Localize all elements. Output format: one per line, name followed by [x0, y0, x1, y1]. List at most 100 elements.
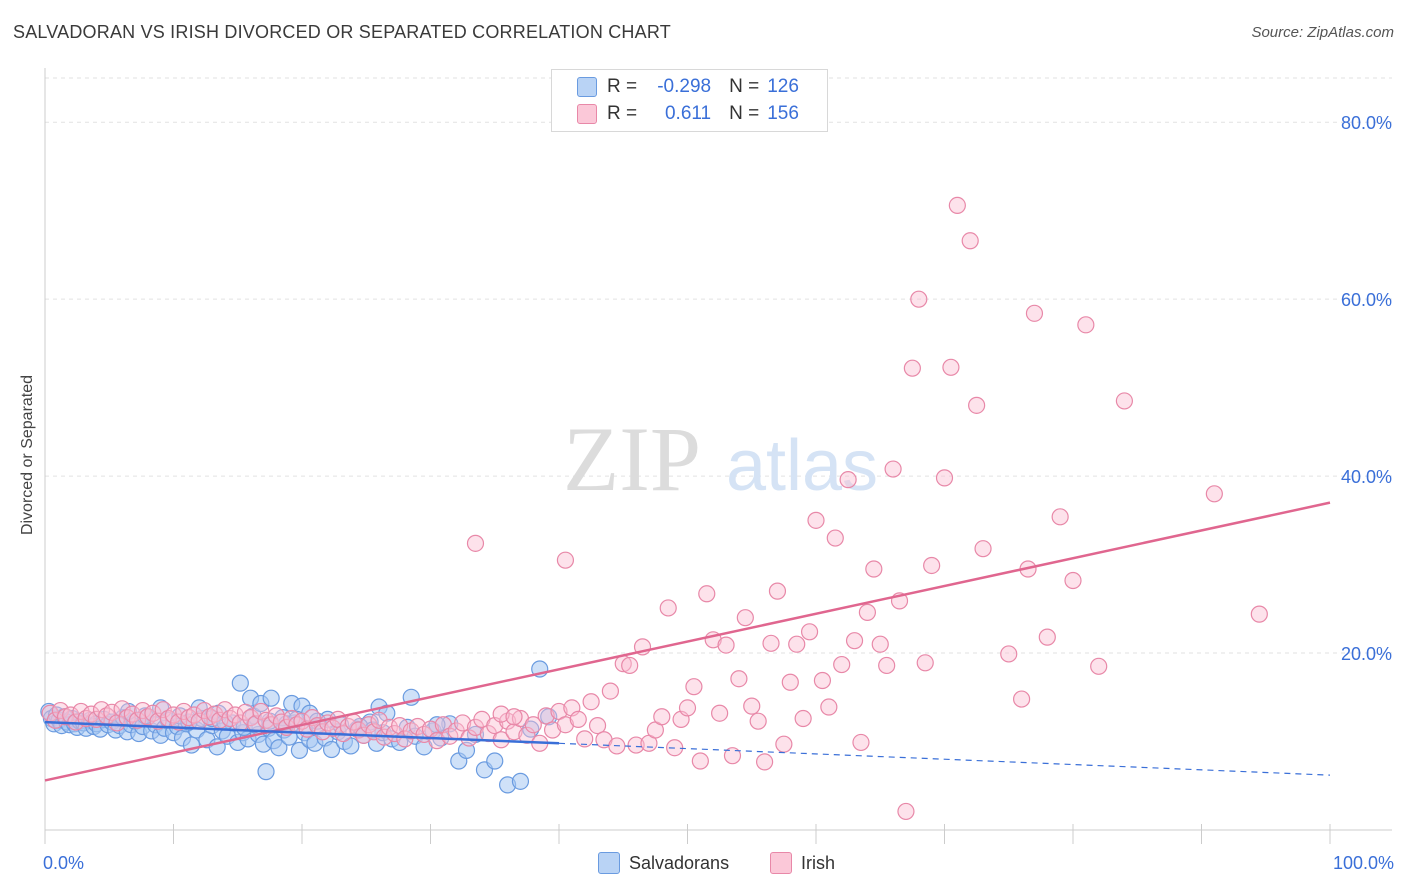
- irish-point: [524, 716, 542, 734]
- irish-point: [833, 655, 851, 674]
- irish-point: [128, 711, 147, 729]
- salvadoran-point: [231, 674, 249, 692]
- irish-point: [736, 609, 754, 627]
- irish-point: [1250, 605, 1268, 623]
- irish-point: [601, 682, 620, 700]
- irish-point: [518, 726, 536, 744]
- salvadorans-trend-line: [44, 720, 560, 745]
- irish-point: [723, 747, 742, 765]
- irish-point: [698, 585, 716, 603]
- legend-row-salvadorans: R = -0.298 N = 126: [577, 76, 799, 98]
- irish-point: [755, 753, 774, 771]
- stats-legend: R = -0.298 N = 126 R = 0.611 N = 156: [551, 69, 828, 132]
- irish-point: [768, 582, 787, 600]
- irish-point: [968, 396, 986, 414]
- irish-point: [659, 599, 677, 617]
- irish-point: [1025, 304, 1044, 322]
- irish-point: [788, 635, 806, 653]
- irish-point: [454, 714, 472, 732]
- irish-point: [252, 702, 270, 721]
- irish-point: [170, 713, 188, 731]
- irish-r-value: 0.611: [664, 103, 712, 124]
- irish-points: [41, 196, 1268, 821]
- irish-point: [154, 701, 172, 719]
- salvadorans-r-value: -0.298: [657, 76, 712, 97]
- salvadoran-point: [262, 689, 280, 707]
- irish-point: [428, 732, 446, 750]
- irish-point: [820, 698, 838, 716]
- irish-point: [903, 359, 921, 377]
- irish-point: [717, 636, 735, 654]
- salvadorans-swatch: [577, 77, 597, 97]
- irish-point: [897, 802, 915, 821]
- irish-point: [961, 232, 979, 250]
- irish-point: [762, 634, 780, 652]
- salvadoran-point: [322, 740, 341, 759]
- irish-point: [1090, 657, 1108, 675]
- irish-point: [910, 290, 928, 308]
- irish-point: [826, 529, 844, 547]
- irish-point: [576, 730, 594, 748]
- irish-point: [1064, 571, 1082, 590]
- irish-point: [884, 460, 902, 478]
- salvadorans-trend-extension: [558, 742, 1331, 776]
- irish-point: [1051, 508, 1069, 526]
- irish-point: [878, 656, 896, 675]
- salvadorans-n-value: 126: [767, 76, 799, 97]
- x-tick-label: 100.0%: [1333, 853, 1394, 873]
- irish-point: [942, 358, 960, 376]
- irish-point: [800, 623, 819, 641]
- gridlines: [45, 77, 1392, 654]
- irish-point: [460, 729, 478, 747]
- irish-point: [537, 707, 555, 725]
- salvadoran-point: [342, 737, 360, 755]
- irish-point: [794, 709, 812, 728]
- irish-point: [852, 733, 870, 752]
- salvadoran-point: [257, 763, 275, 781]
- irish-point: [621, 656, 639, 675]
- salvadoran-point: [486, 752, 504, 770]
- irish-point: [556, 716, 575, 734]
- r-label: R =: [607, 76, 638, 97]
- irish-point: [113, 700, 131, 718]
- trend-lines: [44, 501, 1331, 782]
- y-tick-label: 60.0%: [1341, 290, 1392, 310]
- chart-title: SALVADORAN VS IRISH DIVORCED OR SEPARATE…: [13, 22, 671, 42]
- y-tick-label: 80.0%: [1341, 113, 1392, 133]
- watermark: ZIP atlas: [563, 408, 878, 510]
- irish-point: [730, 670, 748, 688]
- salvadoran-point: [290, 741, 309, 759]
- x-tick-label: 0.0%: [43, 853, 84, 873]
- irish-point: [492, 705, 510, 723]
- irish-point: [103, 703, 121, 721]
- irish-point: [858, 603, 877, 621]
- watermark-zip: ZIP: [563, 408, 701, 510]
- irish-point: [749, 712, 767, 730]
- source-label: Source: ZipAtlas.com: [1251, 24, 1394, 41]
- legend-salvadorans: Salvadorans: [598, 852, 729, 874]
- irish-point: [923, 556, 941, 575]
- irish-point: [1038, 628, 1056, 646]
- irish-point: [871, 635, 889, 653]
- irish-point: [839, 471, 857, 489]
- irish-point: [974, 540, 992, 558]
- irish-point: [1115, 392, 1134, 410]
- irish-point: [845, 632, 864, 650]
- irish-point: [1205, 485, 1223, 503]
- irish-legend-swatch: [770, 852, 792, 874]
- irish-point: [505, 708, 523, 726]
- irish-point: [582, 693, 600, 711]
- irish-point: [711, 704, 729, 722]
- irish-n-value: 156: [767, 103, 799, 124]
- irish-point: [1000, 645, 1018, 663]
- irish-point: [569, 710, 587, 729]
- irish-point: [781, 673, 799, 691]
- irish-point: [1077, 316, 1095, 334]
- irish-point: [865, 560, 883, 578]
- legend-row-irish: R = 0.611 N = 156: [577, 103, 799, 125]
- irish-point: [627, 736, 645, 754]
- irish-point: [948, 196, 966, 214]
- irish-point: [466, 534, 485, 552]
- irish-point: [685, 678, 703, 696]
